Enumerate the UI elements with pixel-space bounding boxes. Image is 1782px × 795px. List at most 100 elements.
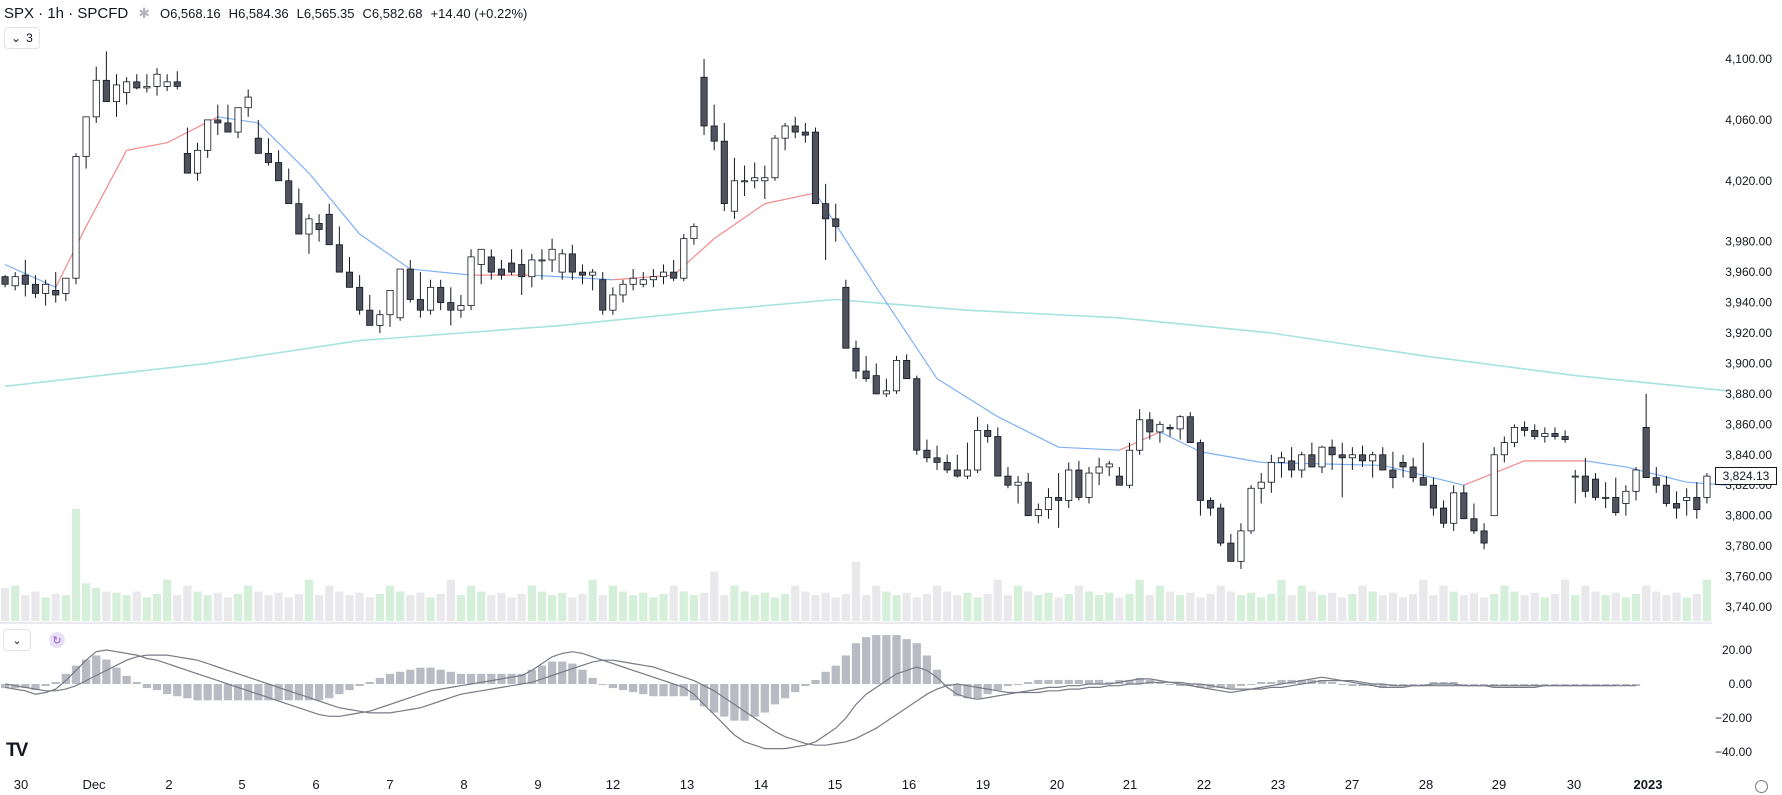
candle [447, 287, 455, 326]
candle [1531, 424, 1539, 440]
volume-bar [81, 583, 91, 621]
candle-body [72, 156, 80, 279]
candle-body [1399, 461, 1407, 468]
candle [518, 249, 526, 295]
candle [1247, 485, 1255, 534]
volume-bar [1368, 591, 1377, 621]
volume-bar [831, 597, 840, 621]
candle [112, 74, 121, 117]
candle [528, 253, 536, 288]
macd-histogram-bar [456, 673, 466, 684]
ema-fast-segment [936, 378, 999, 418]
candle-body [801, 131, 809, 136]
candle-body [933, 457, 941, 463]
macd-pane-toggle-button[interactable]: ⌄ [3, 629, 31, 651]
candle [345, 256, 354, 288]
macd-tick-label: 0.00 [1729, 677, 1753, 691]
volume-bar [993, 579, 1002, 621]
candle-body [1622, 490, 1630, 504]
volume-bar [1226, 591, 1235, 621]
candle-body [751, 177, 759, 182]
candle-body [1095, 466, 1103, 474]
candle [1470, 503, 1478, 534]
ema-fast-segment [1159, 431, 1201, 453]
candle [629, 269, 637, 291]
candle-body [882, 390, 890, 395]
price-tick-label: 4,100.00 [1725, 52, 1772, 66]
macd-histogram-bar [1449, 681, 1458, 684]
candle-body [193, 149, 202, 174]
candle-body [153, 73, 161, 87]
macd-histogram-bar [689, 684, 699, 701]
volume-bar [801, 591, 810, 621]
volume-bar [1358, 585, 1367, 621]
volume-bar [487, 595, 496, 621]
candle-body [356, 286, 364, 311]
candle [771, 135, 779, 181]
macd-histogram-bar [507, 673, 516, 684]
macd-tick-label: 20.00 [1722, 643, 1752, 657]
volume-bar [1216, 585, 1225, 621]
candle [892, 355, 901, 394]
candle [1399, 454, 1407, 478]
candle-body [1673, 503, 1681, 509]
macd-histogram-bar [791, 684, 800, 693]
volume-bar [1155, 585, 1165, 621]
candle [1034, 503, 1042, 524]
macd-histogram-bar [1034, 679, 1043, 684]
macd-histogram-bar [1277, 679, 1286, 684]
high-label: H [228, 5, 239, 21]
candle [1602, 482, 1610, 509]
refresh-icon[interactable]: ↻ [49, 632, 65, 648]
volume-bar [213, 592, 222, 621]
candle [842, 279, 850, 349]
volume-bar [456, 595, 466, 621]
asterisk-icon[interactable]: ✱ [138, 4, 150, 21]
last-price-tag: 3,824.13 [1715, 467, 1777, 485]
change-value: +14.40 (+0.22%) [430, 5, 528, 21]
volume-bar [1449, 591, 1458, 621]
candle [102, 51, 110, 103]
volume-bar [1611, 592, 1620, 621]
ema-fast-segment [875, 287, 938, 379]
candle-body [62, 277, 70, 294]
candle [1369, 451, 1377, 478]
candle-body [1055, 496, 1063, 501]
volume-bar [1307, 591, 1316, 621]
candle-body [710, 125, 718, 142]
candle [315, 214, 323, 242]
volume-bar [335, 591, 344, 621]
volume-bar [1003, 595, 1013, 621]
candle [852, 340, 860, 379]
macd-histogram-bar [345, 684, 354, 691]
volume-bar [1429, 595, 1438, 621]
volume-bar [1459, 595, 1468, 621]
candle-body [467, 256, 475, 306]
macd-histogram-bar [1601, 684, 1610, 685]
macd-histogram-bar [1530, 684, 1539, 687]
candle [1632, 466, 1640, 501]
symbol-title[interactable]: SPX · 1h · SPCFD [4, 4, 129, 22]
candle [1338, 442, 1346, 498]
time-tick-label: 23 [1271, 777, 1285, 792]
tradingview-logo-icon[interactable]: TV [6, 740, 28, 761]
candle-body [791, 125, 799, 133]
ema-fast-segment [55, 226, 87, 288]
open-value: 6,568.16 [170, 5, 221, 21]
candle [214, 104, 222, 136]
candle [204, 119, 212, 158]
macd-histogram-bar [41, 684, 50, 687]
candle-body [974, 430, 982, 471]
time-tick-label: 5 [238, 777, 245, 792]
settings-icon[interactable] [1755, 780, 1768, 793]
volume-bar [1236, 595, 1246, 621]
candle-body [437, 286, 445, 303]
time-tick-label: 14 [754, 777, 768, 792]
macd-histogram-bar [1054, 679, 1063, 684]
volume-bar [1662, 595, 1671, 621]
volume-bar [1125, 593, 1134, 621]
macd-tick-label: −40.00 [1715, 745, 1752, 759]
volume-bar [1652, 591, 1661, 621]
indicators-toggle-button[interactable]: ⌄ 3 [4, 27, 40, 49]
